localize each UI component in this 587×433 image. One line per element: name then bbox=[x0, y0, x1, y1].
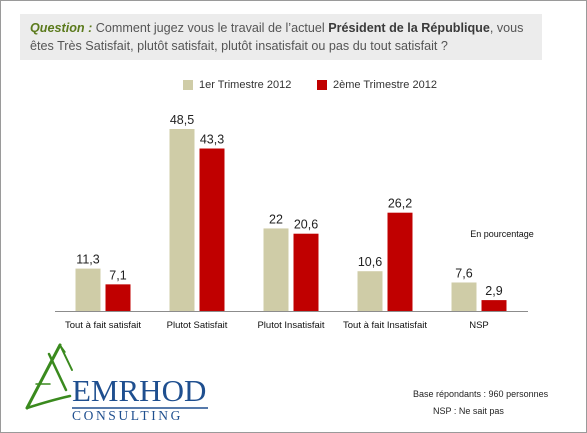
logo-wordmark: EMRHOD CONSULTING bbox=[72, 373, 208, 423]
category-label-5: NSP bbox=[469, 320, 489, 331]
question-box: Question : Comment jugez vous le travail… bbox=[20, 14, 542, 60]
category-label-4: Tout à fait Insatisfait bbox=[343, 320, 427, 331]
data-label-series-2-1: 7,1 bbox=[109, 268, 126, 282]
bar-series-2-1 bbox=[105, 284, 131, 311]
question-label: Question : bbox=[30, 21, 93, 35]
emrhod-logo: EMRHOD CONSULTING bbox=[25, 343, 208, 423]
logo-name: EMRHOD bbox=[72, 373, 206, 408]
data-label-series-1-2: 48,5 bbox=[170, 113, 194, 127]
data-label-series-1-5: 7,6 bbox=[455, 266, 472, 280]
bar-series-2-3 bbox=[293, 233, 319, 311]
legend-item-series-2: 2ème Trimestre 2012 bbox=[317, 79, 437, 91]
footer-base: Base répondants : 960 personnes bbox=[413, 389, 549, 399]
bar-series-1-4 bbox=[357, 271, 383, 311]
category-label-3: Plutot Insatisfait bbox=[257, 320, 324, 331]
legend-label-series-1: 1er Trimestre 2012 bbox=[199, 79, 292, 91]
data-label-series-2-4: 26,2 bbox=[388, 197, 412, 211]
bar-series-1-2 bbox=[169, 129, 195, 311]
question-text-end: , vous êtes Très Satisfait, plutôt satis… bbox=[30, 21, 524, 53]
legend-item-series-1: 1er Trimestre 2012 bbox=[183, 79, 291, 91]
bar-series-2-4 bbox=[387, 212, 413, 311]
bar-series-1-1 bbox=[75, 268, 101, 311]
data-label-series-2-5: 2,9 bbox=[485, 284, 502, 298]
category-label-1: Tout à fait satisfait bbox=[65, 320, 141, 331]
bar-series-1-5 bbox=[451, 282, 477, 311]
data-label-series-1-1: 11,3 bbox=[76, 253, 99, 267]
category-label-2: Plutot Satisfait bbox=[167, 320, 228, 331]
legend-swatch-series-2 bbox=[317, 80, 327, 90]
question-subject: Président de la République bbox=[328, 21, 490, 35]
unit-note: En pourcentage bbox=[470, 229, 534, 239]
bar-series-2-2 bbox=[199, 148, 225, 311]
data-label-series-1-4: 10,6 bbox=[358, 255, 382, 269]
data-label-series-1-3: 22 bbox=[269, 212, 283, 226]
data-label-series-2-2: 43,3 bbox=[200, 133, 224, 147]
question-text-start: Comment jugez vous le travail de l’actue… bbox=[92, 21, 329, 35]
legend-label-series-2: 2ème Trimestre 2012 bbox=[333, 79, 437, 91]
bar-series-1-3 bbox=[263, 228, 289, 311]
logo-tagline: CONSULTING bbox=[72, 408, 183, 423]
legend-swatch-series-1 bbox=[183, 80, 193, 90]
bar-series-2-5 bbox=[481, 300, 507, 311]
data-label-series-2-3: 20,6 bbox=[294, 218, 318, 232]
footer-nsp: NSP : Ne sait pas bbox=[433, 406, 504, 416]
pyramid-icon bbox=[25, 343, 73, 410]
